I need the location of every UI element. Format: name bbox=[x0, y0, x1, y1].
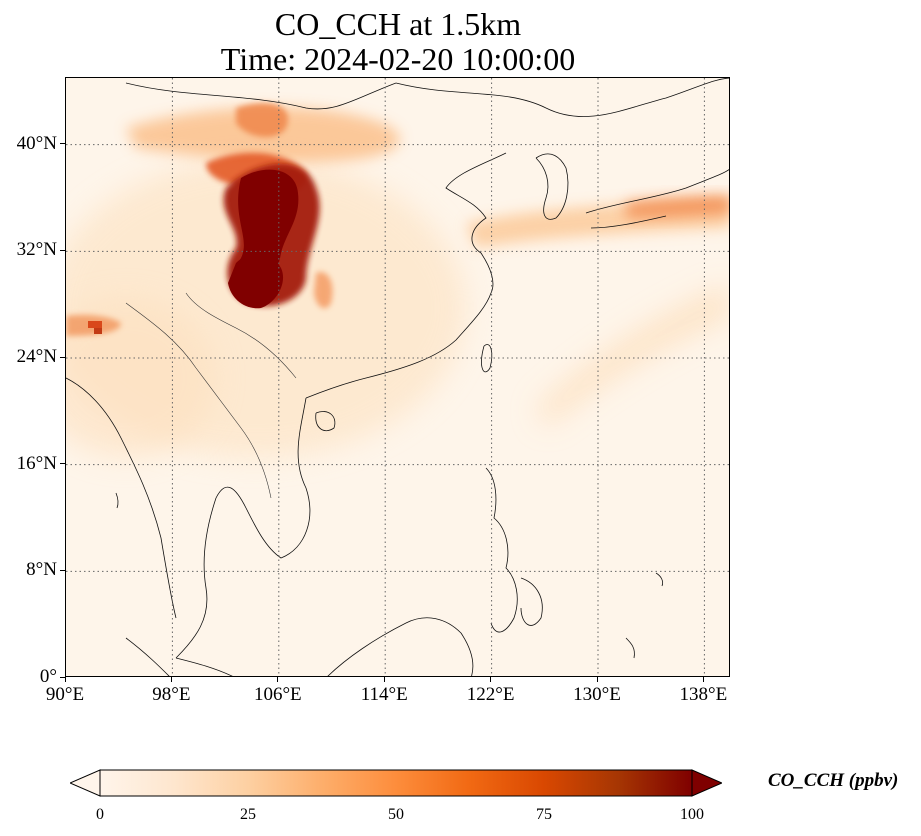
lat-tick-mark-1 bbox=[60, 569, 65, 571]
lat-tick-label-1: 8°N bbox=[26, 559, 57, 581]
lon-tick-mark-5 bbox=[596, 677, 598, 682]
colorbar-tick-label-1: 25 bbox=[240, 806, 256, 823]
lon-tick-mark-3 bbox=[383, 677, 385, 682]
lon-tick-label-0: 90°E bbox=[45, 684, 85, 705]
map-canvas bbox=[66, 78, 729, 676]
colorbar-extend-high bbox=[691, 769, 722, 797]
lat-tick-mark-0 bbox=[60, 676, 65, 678]
lon-tick-mark-0 bbox=[64, 677, 66, 682]
lon-tick-mark-2 bbox=[277, 677, 279, 682]
lat-tick-label-3: 24°N bbox=[16, 346, 57, 367]
lat-tick-label-5: 40°N bbox=[16, 132, 57, 154]
lon-tick-label-4: 122°E bbox=[466, 684, 515, 705]
lon-tick-label-6: 138°E bbox=[679, 684, 728, 705]
concentration-field bbox=[66, 78, 729, 676]
map-area[interactable] bbox=[65, 77, 730, 677]
coastlines bbox=[66, 78, 729, 676]
lat-tick-label-2: 16°N bbox=[16, 452, 57, 474]
colorbar-tick-label-4: 100 bbox=[680, 806, 704, 823]
lat-tick-label-4: 32°N bbox=[16, 239, 57, 261]
map-title-line2: Time: 2024-02-20 10:00:00 bbox=[220, 41, 576, 77]
lat-tick-label-0: 0° bbox=[39, 666, 57, 687]
lon-tick-label-3: 114°E bbox=[360, 684, 408, 705]
lon-tick-label-5: 130°E bbox=[573, 684, 621, 705]
lat-tick-mark-5 bbox=[60, 143, 65, 145]
lat-tick-mark-4 bbox=[60, 249, 65, 251]
lon-tick-mark-1 bbox=[170, 677, 172, 682]
lon-tick-label-2: 106°E bbox=[253, 684, 302, 705]
lat-tick-mark-3 bbox=[60, 356, 65, 358]
colorbar-bar bbox=[99, 769, 693, 797]
lat-tick-mark-2 bbox=[60, 463, 65, 465]
colorbar-title: CO_CCH (ppbv) bbox=[768, 770, 899, 791]
gridlines bbox=[66, 78, 729, 676]
colorbar bbox=[70, 769, 722, 797]
lon-tick-mark-4 bbox=[490, 677, 492, 682]
lon-tick-mark-6 bbox=[702, 677, 704, 682]
colorbar-tick-label-0: 0 bbox=[96, 806, 104, 823]
lon-tick-label-1: 98°E bbox=[152, 684, 191, 705]
colorbar-extend-low bbox=[70, 769, 101, 797]
colorbar-tick-label-2: 50 bbox=[388, 806, 404, 823]
colorbar-tick-label-3: 75 bbox=[536, 806, 552, 823]
map-title-line1: CO_CCH at 1.5km bbox=[274, 6, 522, 42]
